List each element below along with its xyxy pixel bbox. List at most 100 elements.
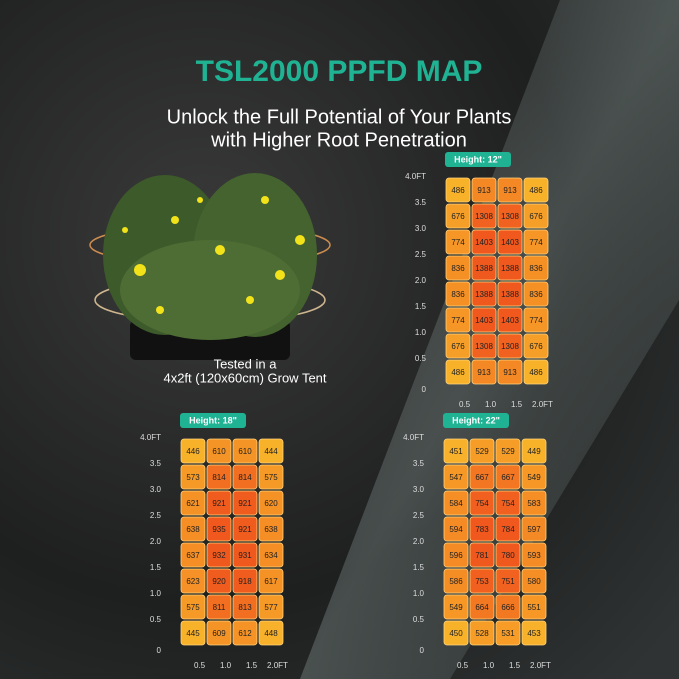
ppfd-cell	[471, 307, 497, 333]
ppfd-cell	[523, 255, 549, 281]
ppfd-value: 754	[501, 499, 515, 508]
ppfd-cell	[180, 542, 206, 568]
ppfd-cell	[443, 542, 469, 568]
y-tick-label: 2.5	[415, 250, 427, 259]
ppfd-value: 774	[529, 316, 543, 325]
ppfd-value: 1403	[475, 316, 493, 325]
ppfd-cell	[495, 620, 521, 646]
ppfd-cell	[469, 438, 495, 464]
ppfd-cell	[521, 594, 547, 620]
ppfd-value: 676	[451, 342, 465, 351]
y-tick-label: 0.5	[150, 615, 162, 624]
subtitle: with Higher Root Penetration	[210, 129, 467, 151]
ppfd-value: 551	[527, 603, 541, 612]
ppfd-value: 1388	[475, 264, 493, 273]
y-tick-label: 1.0	[413, 589, 425, 598]
ppfd-value: 1388	[475, 290, 493, 299]
y-tick-label: 1.5	[415, 302, 427, 311]
ppfd-value: 597	[527, 525, 541, 534]
ppfd-value: 453	[527, 629, 541, 638]
ppfd-cell	[521, 464, 547, 490]
ppfd-cell	[523, 229, 549, 255]
ppfd-cell	[497, 229, 523, 255]
ppfd-cell	[445, 359, 471, 385]
plant-illustration	[89, 173, 331, 360]
ppfd-value: 676	[529, 212, 543, 221]
ppfd-cell	[445, 281, 471, 307]
ppfd-value: 529	[475, 447, 489, 456]
ppfd-cell	[258, 594, 284, 620]
ppfd-cell	[258, 620, 284, 646]
ppfd-value: 774	[451, 316, 465, 325]
ppfd-value: 609	[212, 629, 226, 638]
ppfd-value: 573	[186, 473, 200, 482]
ppfd-value: 621	[186, 499, 200, 508]
ppfd-value: 638	[264, 525, 278, 534]
x-tick-label: 1.0	[483, 661, 495, 670]
ppfd-value: 754	[475, 499, 489, 508]
y-tick-label: 1.5	[150, 563, 162, 572]
ppfd-value: 932	[212, 551, 226, 560]
ppfd-value: 450	[449, 629, 463, 638]
x-tick-label: 0.5	[457, 661, 469, 670]
y-tick-label: 3.5	[415, 198, 427, 207]
caption: 4x2ft (120x60cm) Grow Tent	[163, 370, 326, 385]
ppfd-cell	[497, 307, 523, 333]
ppfd-cell	[495, 464, 521, 490]
ppfd-cell	[495, 490, 521, 516]
ppfd-cell	[471, 359, 497, 385]
ppfd-cell	[180, 490, 206, 516]
y-tick-label: 1.0	[150, 589, 162, 598]
ppfd-value: 583	[527, 499, 541, 508]
x-tick-label: 0.5	[194, 661, 206, 670]
ppfd-value: 784	[501, 525, 515, 534]
ppfd-cell	[497, 359, 523, 385]
ppfd-value: 783	[475, 525, 489, 534]
ppfd-cell	[471, 333, 497, 359]
x-tick-label: 2.0FT	[532, 400, 553, 409]
ppfd-cell	[523, 307, 549, 333]
ppfd-cell	[258, 542, 284, 568]
height-badge	[443, 413, 509, 428]
subtitle: Unlock the Full Potential of Your Plants	[167, 106, 512, 128]
y-tick-label: 3.5	[150, 459, 162, 468]
ppfd-value: 1308	[501, 212, 519, 221]
ppfd-cell	[258, 568, 284, 594]
ppfd-cell	[232, 516, 258, 542]
ppfd-value: 637	[186, 551, 200, 560]
ppfd-value: 811	[213, 603, 226, 612]
x-tick-label: 1.0	[220, 661, 232, 670]
ppfd-value: 1403	[475, 238, 493, 247]
ppfd-cell	[471, 281, 497, 307]
height-label: Height: 18"	[189, 415, 237, 425]
ppfd-value: 486	[451, 368, 465, 377]
ppfd-cell	[469, 464, 495, 490]
ppfd-value: 920	[212, 577, 226, 586]
ppfd-value: 547	[449, 473, 463, 482]
ppfd-value: 913	[477, 186, 491, 195]
ppfd-cell	[206, 464, 232, 490]
ppfd-cell	[180, 568, 206, 594]
ppfd-cell	[180, 620, 206, 646]
y-tick-label: 1.0	[415, 328, 427, 337]
ppfd-value: 593	[527, 551, 541, 560]
y-tick-label: 2.5	[150, 511, 162, 520]
ppfd-cell	[443, 568, 469, 594]
ppfd-value: 575	[264, 473, 278, 482]
ppfd-cell	[495, 542, 521, 568]
ppfd-value: 666	[501, 603, 515, 612]
ppfd-cell	[469, 542, 495, 568]
ppfd-value: 913	[477, 368, 491, 377]
height-label: Height: 22"	[452, 415, 500, 425]
ppfd-cell	[443, 438, 469, 464]
height-label: Height: 12"	[454, 154, 502, 164]
y-tick-label: 0.5	[415, 354, 427, 363]
ppfd-value: 580	[527, 577, 541, 586]
y-tick-label: 2.0	[415, 276, 427, 285]
ppfd-value: 667	[501, 473, 515, 482]
height-badge	[180, 413, 246, 428]
ppfd-cell	[445, 255, 471, 281]
caption: Tested in a	[214, 356, 278, 371]
ppfd-cell	[523, 177, 549, 203]
